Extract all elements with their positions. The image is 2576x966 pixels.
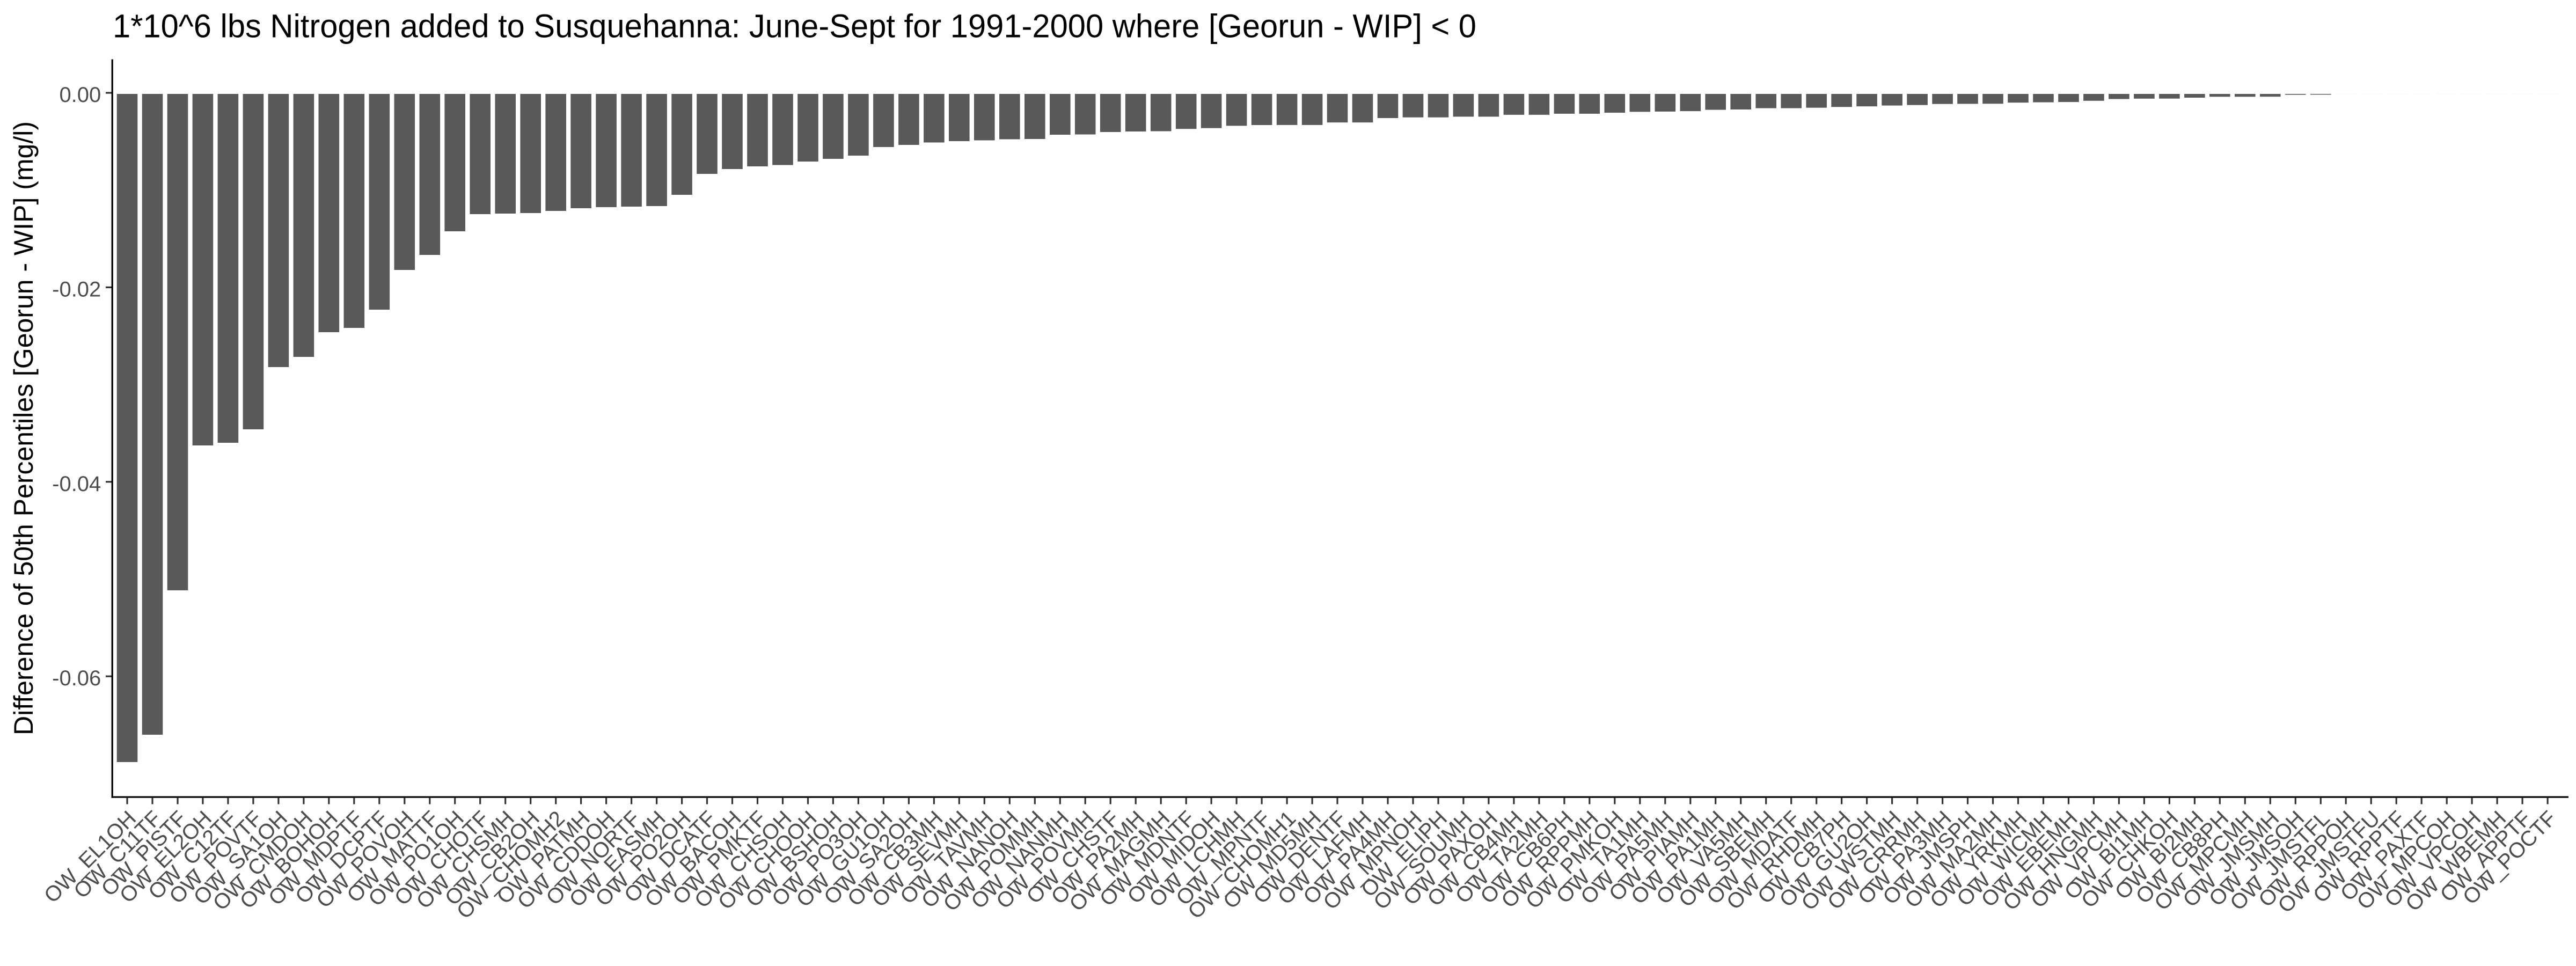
svg-text:-0.06: -0.06 [52,667,101,690]
svg-text:Difference of 50th Percentiles: Difference of 50th Percentiles [Georun -… [9,121,39,735]
svg-text:-0.04: -0.04 [52,472,101,496]
svg-text:0.00: 0.00 [59,83,101,107]
svg-text:1*10^6 lbs Nitrogen added to S: 1*10^6 lbs Nitrogen added to Susquehanna… [113,8,1476,45]
svg-text:-0.02: -0.02 [52,277,101,301]
